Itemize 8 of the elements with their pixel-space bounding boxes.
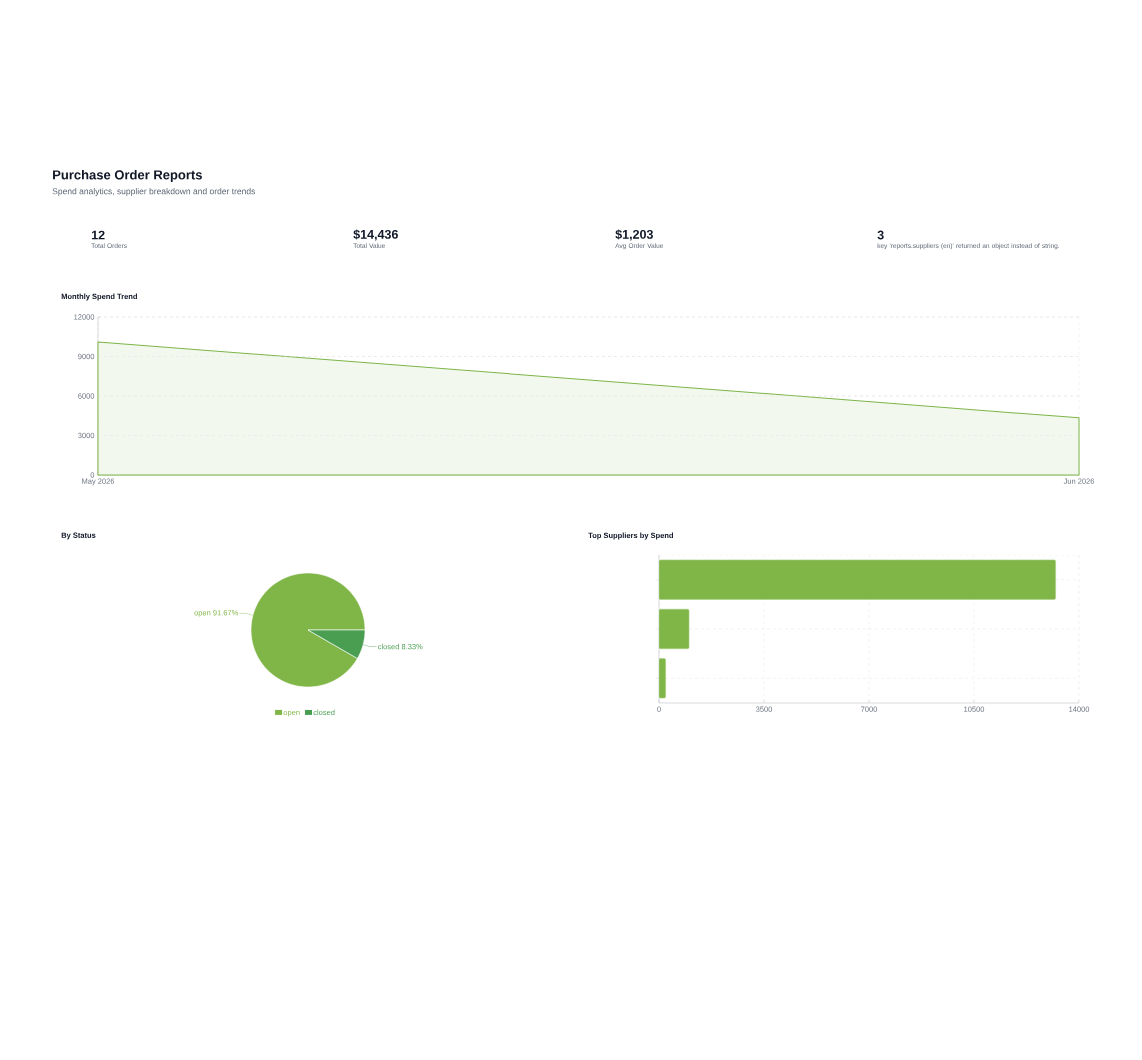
text: $14,436 (353, 229, 398, 241)
bar (659, 559, 1056, 600)
text: $1,203 (615, 229, 653, 241)
text: 3 (877, 230, 884, 240)
text: Spend analytics, supplier breakdown and order trends (52, 188, 256, 196)
text: 12 (91, 230, 105, 240)
text: Purchase Order Reports (53, 169, 202, 183)
bar (659, 608, 690, 650)
